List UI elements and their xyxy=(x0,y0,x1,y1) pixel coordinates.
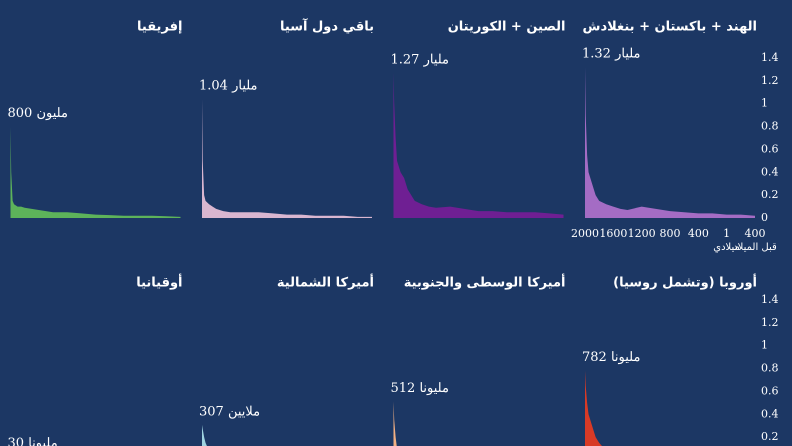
panel-title: أوقيانيا xyxy=(136,274,182,291)
x-tick-sublabel: ميلادي xyxy=(713,242,740,253)
x-tick-label: 1200 xyxy=(628,227,656,240)
x-tick-label: 800 xyxy=(660,227,681,240)
panel-title: الصين + الكوريتان xyxy=(448,20,566,35)
area xyxy=(202,424,207,446)
y-tick-label: 1 xyxy=(761,339,768,352)
area xyxy=(393,72,564,218)
value-label: 1.27 مليار xyxy=(391,52,450,67)
y-tick-label: 1.2 xyxy=(761,74,779,87)
value-label: 800 مليون xyxy=(8,106,68,121)
area xyxy=(585,67,755,219)
panel-title: أميركا الوسطى والجنوبية xyxy=(404,274,566,291)
value-label: 1.04 مليار xyxy=(199,79,258,94)
y-tick-label: 0.4 xyxy=(761,407,779,420)
y-tick-label: 0.2 xyxy=(761,188,779,201)
x-tick-label: 2000 xyxy=(571,227,599,240)
panel-title: أوروبا (وتشمل روسيا) xyxy=(613,274,757,291)
y-tick-label: 1.2 xyxy=(761,316,779,329)
x-tick-label: 1600 xyxy=(599,227,627,240)
panel-title: الهند + باكستان + بنغلادش xyxy=(583,20,757,35)
y-tick-label: 1.4 xyxy=(761,51,779,64)
area xyxy=(202,99,372,218)
y-tick-label: 0.4 xyxy=(761,165,779,178)
y-tick-label: 0.8 xyxy=(761,120,779,133)
y-tick-label: 1 xyxy=(761,97,768,110)
area xyxy=(585,370,602,446)
panel-title: أميركا الشمالية xyxy=(277,274,374,291)
panel-title: باقي دول آسيا xyxy=(280,18,374,35)
value-label: 1.32 مليار xyxy=(582,47,641,62)
y-tick-label: 0.8 xyxy=(761,362,779,375)
value-label: 307 ملايين xyxy=(199,404,260,419)
y-tick-label: 1.4 xyxy=(761,293,779,306)
x-tick-label: 400 xyxy=(688,227,709,240)
y-tick-label: 0.2 xyxy=(761,430,779,443)
value-label: 782 مليونا xyxy=(582,350,640,365)
area xyxy=(393,401,397,446)
y-tick-label: 0.6 xyxy=(761,142,779,155)
value-label: 30 مليونا xyxy=(8,436,58,446)
area xyxy=(10,126,181,218)
y-tick-label: 0 xyxy=(761,211,768,224)
panel-title: إفريقيا xyxy=(137,20,182,35)
x-tick-label: 1 xyxy=(723,227,730,240)
x-tick-label: 400 xyxy=(745,227,766,240)
x-tick-sublabel: قبل الميلاد xyxy=(733,242,777,253)
value-label: 512 مليونا xyxy=(391,381,449,396)
y-tick-label: 0.6 xyxy=(761,384,779,397)
